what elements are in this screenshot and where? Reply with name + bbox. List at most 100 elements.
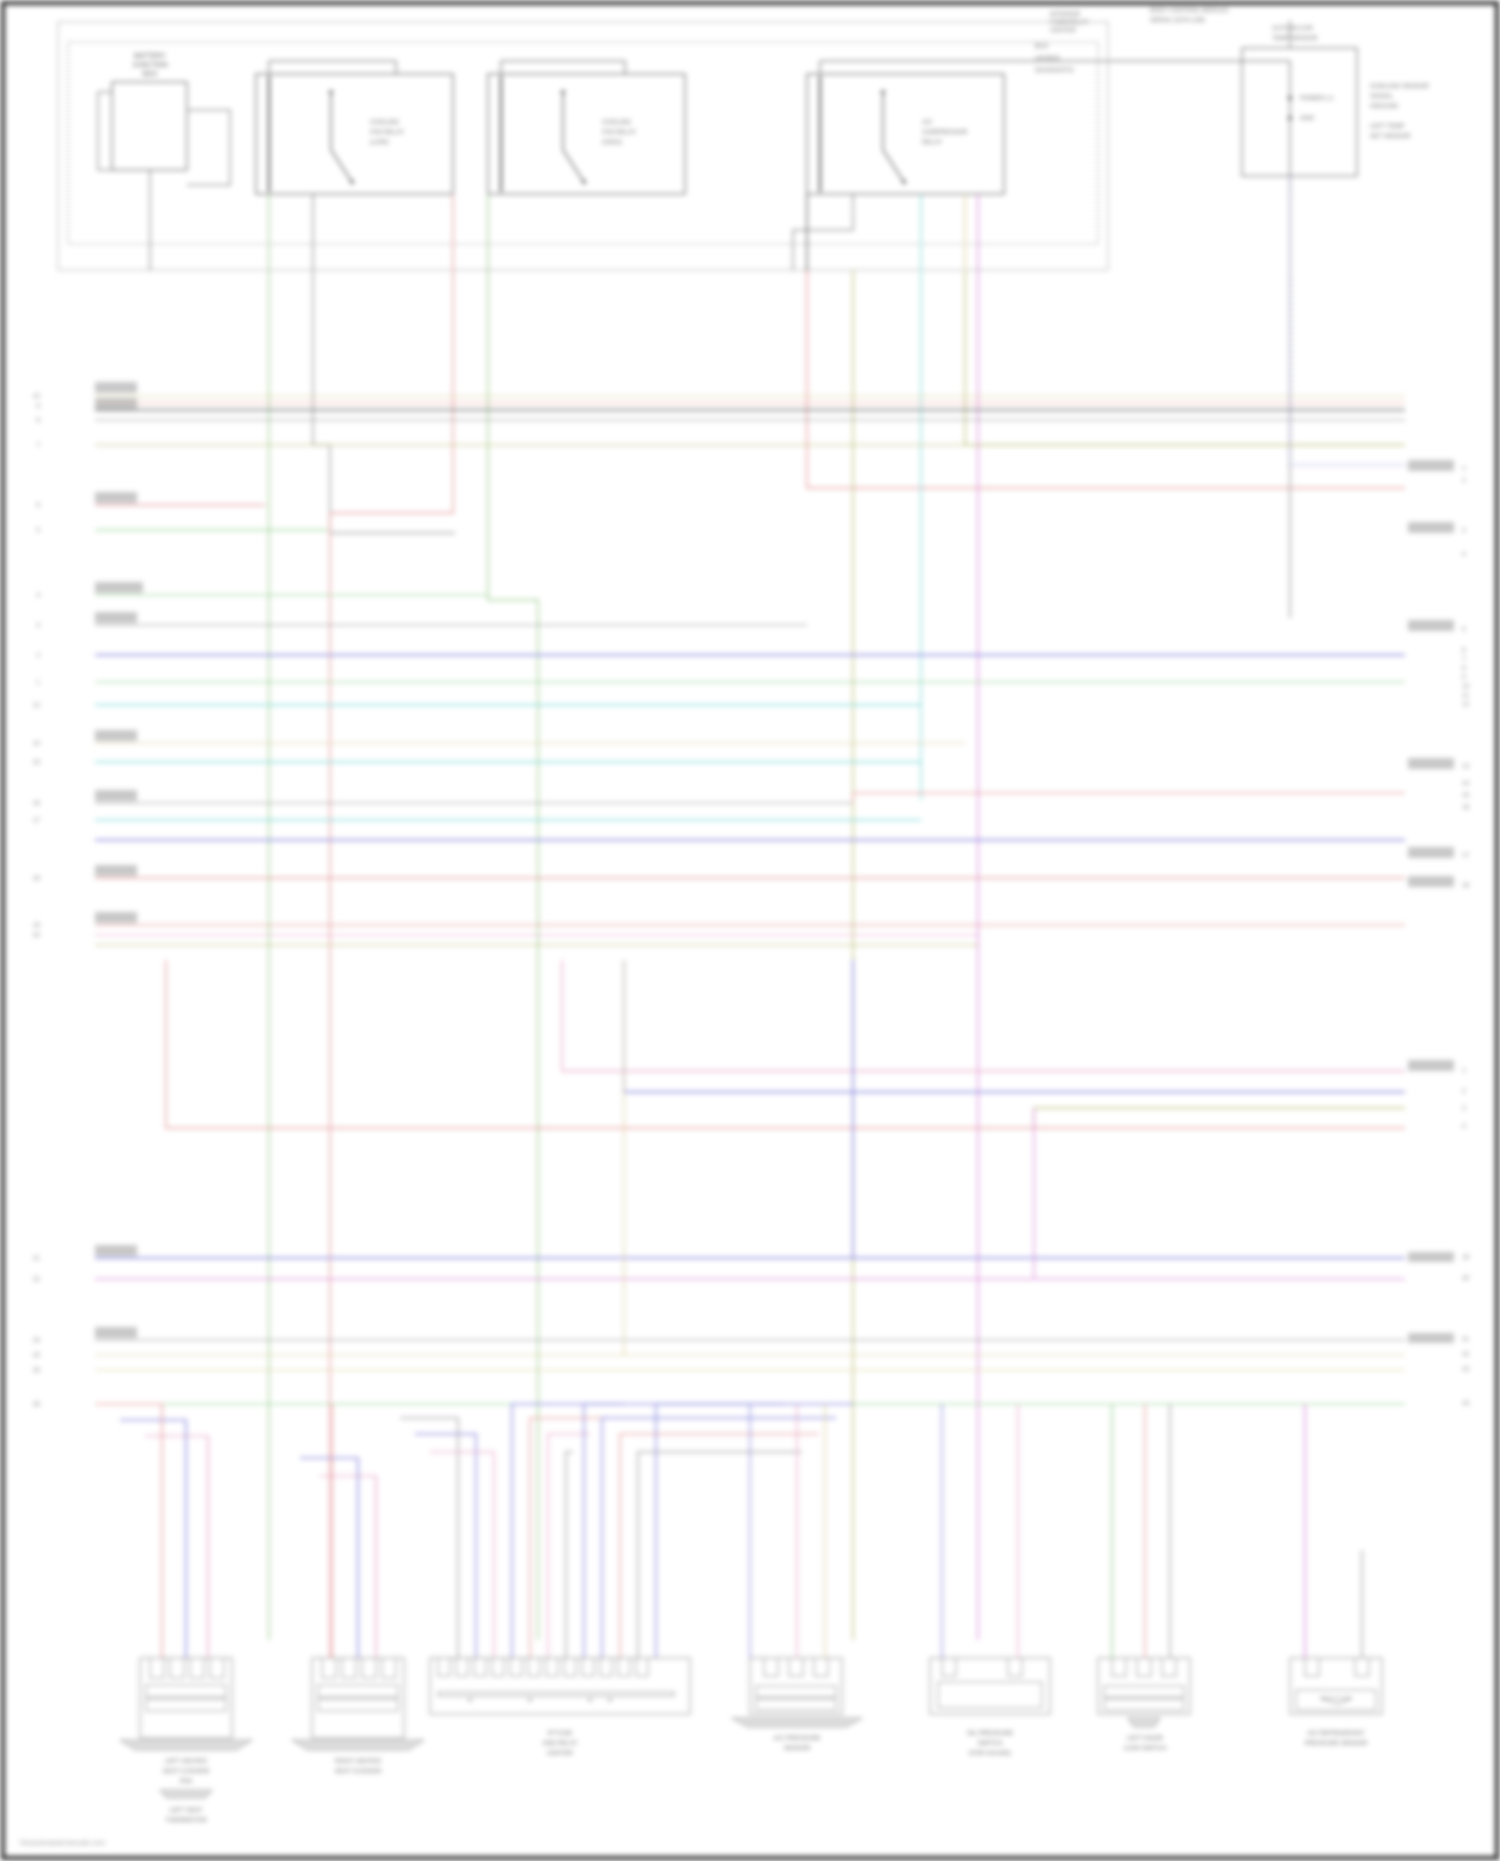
svg-text:4: 4 xyxy=(1462,1123,1466,1130)
svg-text:IP FUSE: IP FUSE xyxy=(548,1730,572,1737)
svg-text:FAN RELAY: FAN RELAY xyxy=(602,129,637,136)
svg-text:freeautorepairmanuals.com: freeautorepairmanuals.com xyxy=(20,1840,105,1847)
svg-text:OIL PRESSURE: OIL PRESSURE xyxy=(967,1730,1013,1737)
svg-text:14: 14 xyxy=(33,740,41,747)
svg-text:BATTERY: BATTERY xyxy=(134,53,166,60)
svg-text:INTERIOR: INTERIOR xyxy=(1050,11,1081,18)
svg-text:CENTER: CENTER xyxy=(547,1750,573,1757)
svg-text:FAN RELAY: FAN RELAY xyxy=(370,129,405,136)
svg-text:23: 23 xyxy=(33,1337,41,1344)
svg-text:AUTO IN-CAR: AUTO IN-CAR xyxy=(1272,25,1313,32)
svg-text:RELAY: RELAY xyxy=(922,139,943,146)
svg-text:3: 3 xyxy=(1462,527,1466,534)
svg-text:PAD: PAD xyxy=(180,1778,193,1785)
svg-text:SENSOR: SENSOR xyxy=(784,1745,811,1752)
svg-text:SEAT CUSHION: SEAT CUSHION xyxy=(335,1768,382,1775)
svg-text:SERIAL DATA LINE: SERIAL DATA LINE xyxy=(1150,17,1205,24)
svg-text:11: 11 xyxy=(1462,692,1469,699)
svg-text:20: 20 xyxy=(1462,1275,1470,1282)
svg-text:9: 9 xyxy=(1462,674,1466,681)
svg-text:SEAT CUSHION: SEAT CUSHION xyxy=(163,1768,210,1775)
svg-text:13: 13 xyxy=(1462,763,1470,770)
svg-text:23: 23 xyxy=(1462,1366,1470,1373)
svg-text:1: 1 xyxy=(1462,465,1466,472)
svg-text:2: 2 xyxy=(1462,477,1466,484)
svg-text:4: 4 xyxy=(36,592,40,599)
svg-text:5: 5 xyxy=(36,527,40,534)
svg-text:JUNCTION: JUNCTION xyxy=(132,62,167,69)
svg-text:COOLING: COOLING xyxy=(602,119,631,126)
svg-text:GROUND: GROUND xyxy=(1370,103,1398,110)
svg-text:10: 10 xyxy=(33,393,41,400)
svg-text:26: 26 xyxy=(33,1401,41,1408)
svg-text:25: 25 xyxy=(33,1367,41,1374)
svg-text:21: 21 xyxy=(33,1255,41,1262)
svg-text:3: 3 xyxy=(1462,1105,1466,1112)
svg-text:A/C REFRIGERANT: A/C REFRIGERANT xyxy=(1307,1730,1365,1737)
svg-text:17: 17 xyxy=(33,817,41,824)
svg-text:PRESSURE SENSOR: PRESSURE SENSOR xyxy=(1305,1740,1368,1747)
svg-text:24: 24 xyxy=(1462,1400,1470,1407)
svg-text:SWITCH: SWITCH xyxy=(978,1740,1003,1747)
svg-text:7: 7 xyxy=(1462,656,1466,663)
svg-text:22: 22 xyxy=(33,1276,41,1283)
svg-text:CENTER: CENTER xyxy=(1050,27,1076,34)
svg-text:3: 3 xyxy=(36,622,40,629)
svg-text:SUNLOAD SENSOR: SUNLOAD SENSOR xyxy=(1370,83,1429,90)
svg-text:LIN BUS: LIN BUS xyxy=(1035,55,1060,62)
svg-text:15: 15 xyxy=(1462,792,1470,799)
svg-text:19: 19 xyxy=(1462,1254,1470,1261)
svg-text:LEFT SEAT: LEFT SEAT xyxy=(169,1807,202,1814)
svg-text:POWER (+): POWER (+) xyxy=(1300,95,1333,102)
svg-text:AND RELAY: AND RELAY xyxy=(542,1740,578,1747)
svg-text:9: 9 xyxy=(36,403,40,410)
svg-text:19: 19 xyxy=(33,922,41,929)
svg-text:LEFT TEMP: LEFT TEMP xyxy=(1370,123,1404,130)
svg-text:8: 8 xyxy=(1462,665,1466,672)
svg-text:15: 15 xyxy=(33,759,41,766)
svg-text:BUS: BUS xyxy=(1035,43,1048,50)
svg-text:6: 6 xyxy=(1462,647,1466,654)
svg-text:21: 21 xyxy=(1462,1336,1470,1343)
svg-text:1: 1 xyxy=(1462,1067,1466,1074)
svg-text:(FOR GAUGE): (FOR GAUGE) xyxy=(969,1750,1011,1757)
svg-text:17: 17 xyxy=(1462,852,1470,859)
svg-text:BODY CONTROL MODULE: BODY CONTROL MODULE xyxy=(1150,7,1229,14)
svg-text:(LOW): (LOW) xyxy=(370,139,389,146)
svg-text:(HIGH): (HIGH) xyxy=(602,139,622,146)
svg-text:8: 8 xyxy=(36,417,40,424)
svg-text:GND: GND xyxy=(1300,115,1314,122)
svg-text:20: 20 xyxy=(33,932,41,939)
svg-text:SIGNAL: SIGNAL xyxy=(1370,93,1394,100)
svg-text:6: 6 xyxy=(36,502,40,509)
svg-text:2: 2 xyxy=(1462,1088,1466,1095)
svg-text:12: 12 xyxy=(1462,701,1470,708)
svg-text:16: 16 xyxy=(1462,804,1470,811)
svg-text:DIAGNOSTIC: DIAGNOSTIC xyxy=(1035,67,1075,74)
svg-text:24: 24 xyxy=(33,1352,41,1359)
svg-text:10: 10 xyxy=(1462,683,1470,690)
svg-text:2: 2 xyxy=(36,652,40,659)
svg-text:A/C PRESSURE: A/C PRESSURE xyxy=(774,1735,821,1742)
svg-text:A/C: A/C xyxy=(922,119,933,126)
svg-text:12: 12 xyxy=(33,702,41,709)
svg-text:1: 1 xyxy=(36,679,40,686)
svg-text:SET SENSOR: SET SENSOR xyxy=(1370,133,1411,140)
svg-text:COOLING: COOLING xyxy=(370,119,399,126)
svg-text:COMPRESSOR: COMPRESSOR xyxy=(922,129,968,136)
svg-text:AJAR SWITCH: AJAR SWITCH xyxy=(1124,1745,1167,1752)
svg-text:LEFT DOOR: LEFT DOOR xyxy=(1127,1735,1163,1742)
svg-text:RIGHT HEATED: RIGHT HEATED xyxy=(335,1758,382,1765)
svg-text:14: 14 xyxy=(1462,780,1470,787)
svg-text:THERMISTOR: THERMISTOR xyxy=(165,1817,207,1824)
svg-text:16: 16 xyxy=(33,800,41,807)
svg-text:5: 5 xyxy=(1462,626,1466,633)
svg-text:BOX: BOX xyxy=(143,71,158,78)
svg-text:4: 4 xyxy=(1462,551,1466,558)
svg-text:18: 18 xyxy=(1462,882,1470,889)
svg-text:7: 7 xyxy=(36,442,40,449)
svg-text:LEFT HEATED: LEFT HEATED xyxy=(165,1758,208,1765)
svg-text:TEMP SENSOR: TEMP SENSOR xyxy=(1272,35,1318,42)
svg-text:FUSE/RELAY: FUSE/RELAY xyxy=(1050,19,1090,26)
svg-text:22: 22 xyxy=(1462,1351,1470,1358)
